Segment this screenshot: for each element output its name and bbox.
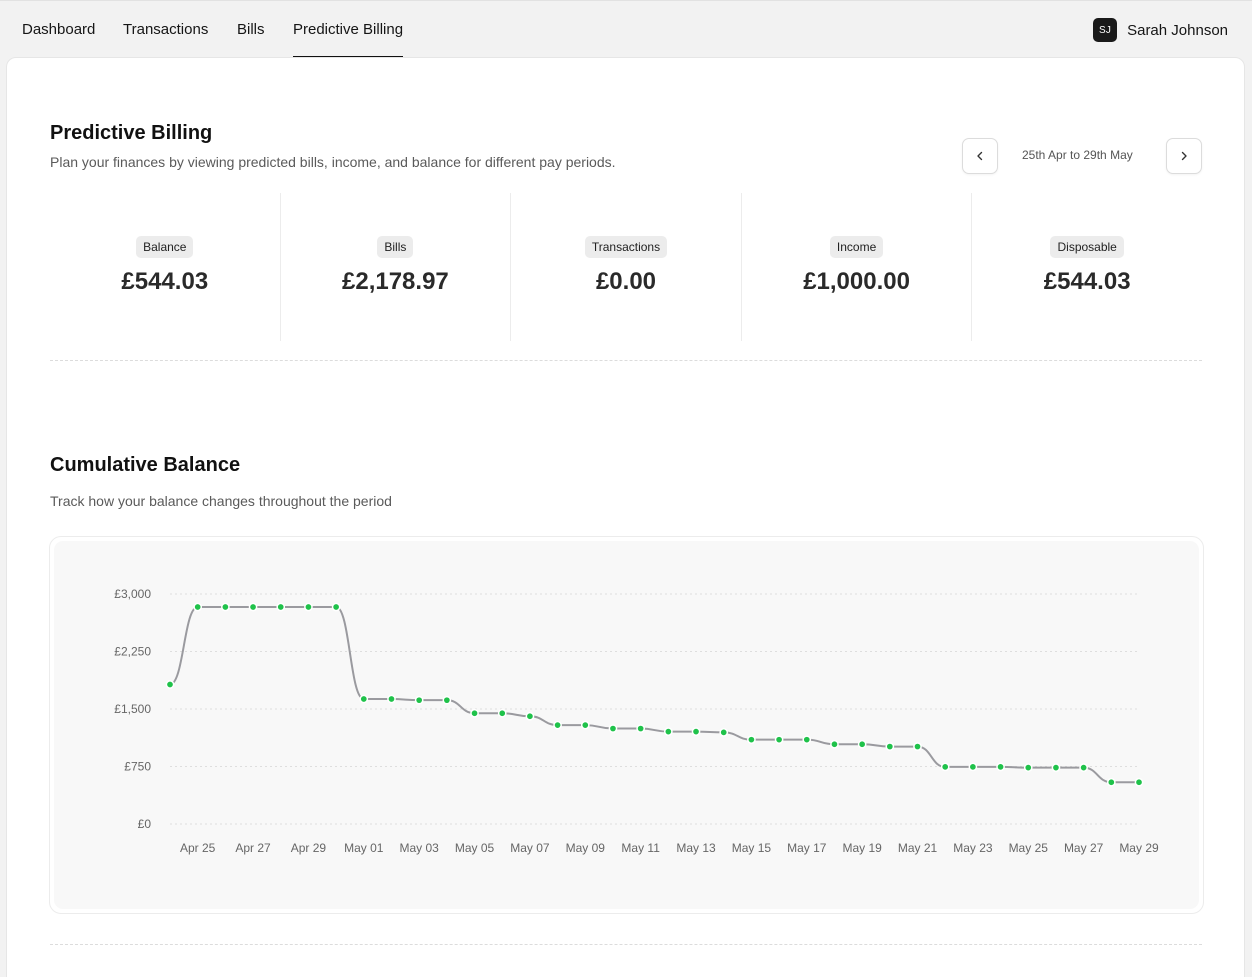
cumulative-balance-chart: £0 £750 £1,500 £2,250 £3,000 Apr 25 Apr 27 Apr … xyxy=(114,587,1159,855)
section-subtitle: Track how your balance changes throughou… xyxy=(50,493,392,509)
data-point[interactable] xyxy=(221,602,230,612)
data-point[interactable] xyxy=(1023,763,1033,772)
data-point[interactable] xyxy=(359,694,369,704)
data-point[interactable] xyxy=(331,602,341,612)
data-point[interactable] xyxy=(747,735,756,745)
chart-container: £0 £750 £1,500 £2,250 £3,000 Apr 25 Apr 27 Apr … xyxy=(49,536,1204,914)
page-title: Predictive Billing xyxy=(50,122,213,144)
data-point[interactable] xyxy=(774,735,784,745)
data-point[interactable] xyxy=(248,602,258,612)
balance-series-line xyxy=(169,606,1139,784)
data-point[interactable] xyxy=(663,727,673,736)
data-point[interactable] xyxy=(1051,763,1061,772)
avatar: SJ xyxy=(1093,18,1118,42)
data-point[interactable] xyxy=(913,742,922,751)
top-navigation: Dashboard Transactions Bills Predictive … xyxy=(0,0,1252,58)
x-tick-label: May 23 xyxy=(953,841,993,855)
x-tick-label: May 01 xyxy=(344,841,384,855)
x-tick-label: May 13 xyxy=(676,841,716,855)
data-point[interactable] xyxy=(497,708,507,718)
user-name: Sarah Johnson xyxy=(1127,21,1228,39)
data-point[interactable] xyxy=(608,724,618,733)
stat-disposable: Disposable £544.03 xyxy=(972,193,1202,341)
data-point[interactable] xyxy=(636,724,646,733)
summary-stats: Balance £544.03 Bills £2,178.97 Transact… xyxy=(50,193,1202,341)
y-tick-label: £1,500 xyxy=(114,702,151,716)
section-divider xyxy=(50,944,1202,945)
stat-value: £2,178.97 xyxy=(342,268,449,295)
x-tick-label: Apr 25 xyxy=(180,841,216,855)
data-point[interactable] xyxy=(525,711,535,721)
x-tick-label: Apr 29 xyxy=(291,841,327,855)
stat-balance: Balance £544.03 xyxy=(50,193,281,341)
x-tick-label: May 27 xyxy=(1064,841,1104,855)
x-tick-label: May 21 xyxy=(898,841,938,855)
y-tick-label: £0 xyxy=(138,817,152,831)
data-point[interactable] xyxy=(276,602,286,612)
data-point[interactable] xyxy=(830,739,839,749)
stat-label: Disposable xyxy=(1050,236,1124,258)
data-point[interactable] xyxy=(442,695,452,705)
x-tick-label: Apr 27 xyxy=(235,841,271,855)
x-tick-label: May 09 xyxy=(566,841,606,855)
stat-label: Bills xyxy=(377,236,414,258)
section-divider xyxy=(50,360,1202,361)
stat-transactions: Transactions £0.00 xyxy=(511,193,742,341)
data-point[interactable] xyxy=(414,695,424,705)
stat-income: Income £1,000.00 xyxy=(742,193,973,341)
x-tick-label: May 15 xyxy=(732,841,772,855)
y-tick-label: £2,250 xyxy=(114,645,151,659)
x-tick-label: May 07 xyxy=(510,841,550,855)
x-tick-label: May 11 xyxy=(621,841,660,855)
stat-value: £1,000.00 xyxy=(803,268,910,295)
data-point[interactable] xyxy=(1106,777,1116,787)
tab-dashboard[interactable]: Dashboard xyxy=(22,21,96,38)
x-tick-label: May 05 xyxy=(455,841,495,855)
tab-predictive-billing[interactable]: Predictive Billing xyxy=(293,21,404,58)
data-point[interactable] xyxy=(387,694,396,704)
x-tick-label: May 25 xyxy=(1009,841,1049,855)
data-point[interactable] xyxy=(802,735,812,745)
data-point[interactable] xyxy=(1079,763,1088,772)
stat-label: Income xyxy=(829,236,884,258)
data-point[interactable] xyxy=(719,728,729,737)
section-title: Cumulative Balance xyxy=(50,454,241,476)
x-tick-label: May 03 xyxy=(399,841,439,855)
stat-label: Balance xyxy=(136,236,194,258)
stat-label: Transactions xyxy=(584,236,668,258)
data-point[interactable] xyxy=(553,720,562,730)
x-tick-label: May 19 xyxy=(842,841,882,855)
main-card: Predictive Billing Plan your finances by… xyxy=(6,57,1245,977)
x-tick-label: May 29 xyxy=(1119,841,1159,855)
tab-bills[interactable]: Bills xyxy=(237,21,265,38)
chevron-left-icon xyxy=(977,151,983,161)
data-point[interactable] xyxy=(885,742,895,751)
next-period-button[interactable] xyxy=(1166,138,1202,174)
data-point[interactable] xyxy=(470,708,479,718)
data-point[interactable] xyxy=(1134,777,1144,787)
data-point[interactable] xyxy=(940,762,950,772)
stat-bills: Bills £2,178.97 xyxy=(281,193,512,341)
data-point[interactable] xyxy=(691,727,701,736)
stat-value: £544.03 xyxy=(121,268,209,295)
period-range-label: 25th Apr to 29th May xyxy=(1022,148,1133,162)
data-point[interactable] xyxy=(968,762,978,772)
tab-transactions[interactable]: Transactions xyxy=(123,21,209,38)
data-point[interactable] xyxy=(996,762,1005,772)
data-point[interactable] xyxy=(857,739,867,749)
y-tick-label: £3,000 xyxy=(114,587,151,601)
x-tick-label: May 17 xyxy=(787,841,827,855)
user-menu[interactable]: SJ Sarah Johnson xyxy=(1093,18,1228,42)
previous-period-button[interactable] xyxy=(962,138,998,174)
chevron-right-icon xyxy=(1181,151,1187,161)
data-point[interactable] xyxy=(304,602,313,612)
data-point[interactable] xyxy=(165,680,175,689)
stat-value: £544.03 xyxy=(1043,268,1131,295)
data-point[interactable] xyxy=(580,720,590,730)
page-subtitle: Plan your finances by viewing predicted … xyxy=(50,154,616,170)
y-tick-label: £750 xyxy=(124,760,151,774)
stat-value: £0.00 xyxy=(595,268,657,295)
data-point[interactable] xyxy=(193,602,203,612)
